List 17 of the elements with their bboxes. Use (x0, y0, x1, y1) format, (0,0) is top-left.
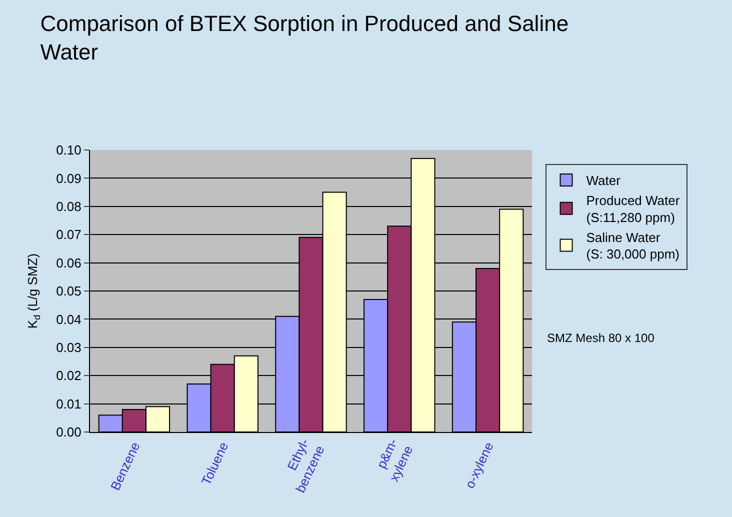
legend-label: Saline Water (S: 30,000 ppm) (586, 230, 680, 262)
y-tick-label: 0.10 (56, 142, 82, 158)
y-tick-label: 0.04 (56, 312, 82, 327)
legend-label: Water (586, 173, 622, 188)
y-tick-label: 0.08 (56, 198, 82, 214)
y-tick-label: 0.01 (56, 396, 82, 412)
y-tick-label: 0.05 (56, 284, 82, 299)
y-tick-label: 0.06 (56, 255, 82, 270)
y-tick-label: 0.02 (56, 368, 82, 384)
chart-title: Comparison of BTEX Sorption in Produced and Saline Water (40, 11, 569, 65)
y-tick-label: 0.09 (56, 170, 82, 186)
x-tick-label: p&m- xylene (374, 436, 416, 484)
text: SMZ Mesh 80 x 100 (547, 331, 655, 345)
y-tick-label: 0.00 (56, 424, 82, 440)
y-tick-label: 0.03 (56, 340, 82, 355)
legend-label: Produced Water (S:11,280 ppm) (586, 193, 680, 225)
y-tick-label: 0.07 (56, 227, 82, 242)
